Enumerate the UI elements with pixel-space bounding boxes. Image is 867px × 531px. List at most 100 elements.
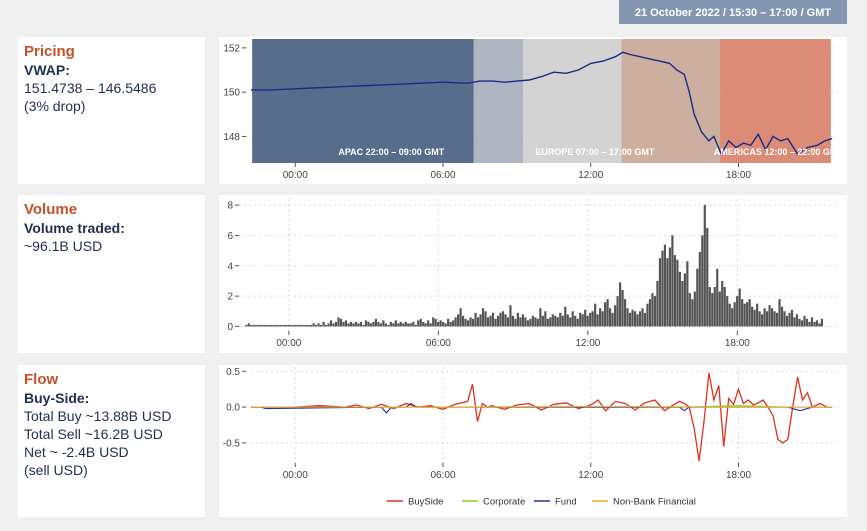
y-tick-label: 0.5 bbox=[226, 367, 240, 378]
volume-bar bbox=[245, 324, 248, 327]
flow-info-panel: Flow Buy-Side: Total Buy ~13.88B USD Tot… bbox=[18, 365, 205, 517]
volume-bar bbox=[561, 315, 564, 327]
volume-bar bbox=[342, 321, 345, 327]
session-label: EUROPE 07:00 – 17:00 GMT bbox=[535, 147, 655, 157]
volume-bar bbox=[534, 317, 537, 327]
volume-bar bbox=[788, 312, 791, 327]
volume-bar bbox=[604, 302, 607, 327]
x-tick-label: 06:00 bbox=[430, 170, 455, 181]
legend-label: BuySide bbox=[408, 497, 443, 508]
volume-bar bbox=[417, 320, 420, 327]
volume-bar bbox=[464, 318, 467, 327]
volume-bar bbox=[756, 303, 759, 327]
volume-bar bbox=[285, 324, 288, 327]
flow-line: Total Buy ~13.88B USD bbox=[24, 408, 172, 424]
volume-bar bbox=[322, 321, 325, 327]
volume-bar bbox=[763, 308, 766, 327]
volume-bar bbox=[529, 318, 532, 327]
volume-bar bbox=[646, 303, 649, 327]
volume-bar bbox=[793, 317, 796, 327]
volume-bar bbox=[638, 311, 642, 327]
volume-bar bbox=[693, 291, 696, 327]
volume-bar bbox=[733, 302, 736, 327]
volume-bar bbox=[255, 324, 258, 327]
session-label: AMERICAS 12:00 – 22:00 GMT bbox=[714, 147, 844, 157]
volume-bar bbox=[564, 306, 567, 327]
date-banner: 21 October 2022 / 15:30 – 17:00 / GMT bbox=[619, 0, 847, 24]
y-tick-label: 4 bbox=[227, 261, 233, 272]
volume-bar bbox=[481, 308, 485, 327]
volume-bar bbox=[795, 314, 799, 327]
volume-subheading: Volume traded: bbox=[24, 220, 125, 236]
volume-bar bbox=[566, 314, 569, 327]
volume-bar bbox=[658, 258, 662, 327]
flow-line: Total Sell ~16.2B USD bbox=[24, 426, 163, 442]
volume-bar bbox=[526, 320, 529, 327]
volume-bar bbox=[678, 271, 681, 327]
volume-bar bbox=[260, 324, 263, 327]
volume-bar bbox=[626, 308, 629, 327]
volume-bar bbox=[514, 318, 517, 327]
volume-bar bbox=[536, 318, 539, 327]
volume-bar bbox=[277, 324, 280, 327]
volume-bar bbox=[613, 305, 617, 327]
y-tick-label: 6 bbox=[227, 231, 233, 242]
volume-bar bbox=[434, 318, 437, 327]
x-tick-label: 18:00 bbox=[725, 338, 750, 349]
volume-bar bbox=[805, 318, 809, 327]
volume-bar bbox=[758, 311, 761, 327]
volume-bar bbox=[539, 308, 542, 327]
volume-bar bbox=[474, 312, 477, 327]
volume-bar bbox=[521, 314, 524, 327]
pricing-line: 151.4738 – 146.5486 bbox=[24, 80, 157, 96]
volume-bar bbox=[247, 323, 250, 327]
session-band bbox=[621, 39, 721, 163]
volume-bar bbox=[499, 312, 502, 327]
volume-bar bbox=[295, 324, 298, 327]
volume-bar bbox=[691, 299, 694, 327]
volume-bar bbox=[726, 296, 729, 327]
pricing-line: (3% drop) bbox=[24, 98, 86, 114]
volume-bar bbox=[661, 250, 664, 327]
volume-bar bbox=[785, 315, 789, 327]
y-tick-label: 148 bbox=[223, 132, 240, 143]
volume-bar bbox=[636, 314, 639, 327]
volume-bar bbox=[422, 321, 425, 327]
volume-bar bbox=[449, 321, 452, 327]
flow-series-line bbox=[250, 402, 833, 414]
volume-bar bbox=[663, 244, 667, 327]
volume-bar bbox=[399, 321, 402, 327]
volume-bar bbox=[579, 312, 582, 327]
volume-bar bbox=[314, 324, 318, 327]
volume-bar bbox=[671, 235, 674, 327]
session-band bbox=[252, 39, 474, 163]
volume-bar bbox=[377, 321, 380, 327]
volume-bar bbox=[424, 323, 427, 327]
volume-bar bbox=[783, 311, 786, 327]
volume-bar bbox=[382, 320, 385, 327]
volume-bar bbox=[300, 324, 303, 327]
volume-bar bbox=[746, 302, 749, 327]
volume-bar bbox=[372, 321, 375, 327]
volume-bar bbox=[429, 323, 432, 327]
vwap-line bbox=[250, 51, 833, 156]
x-tick-label: 00:00 bbox=[276, 338, 301, 349]
volume-bar bbox=[618, 282, 622, 327]
volume-bar bbox=[471, 318, 475, 327]
session-label: APAC 22:00 – 09:00 GMT bbox=[338, 147, 444, 157]
volume-bar bbox=[741, 299, 744, 327]
volume-bar bbox=[703, 205, 706, 327]
volume-chart-panel: 0 2 4 6 8 00:00 06:00 12:00 18:00 bbox=[219, 195, 847, 353]
volume-bar bbox=[357, 323, 360, 327]
legend-label: Corporate bbox=[483, 497, 525, 508]
volume-bar bbox=[516, 312, 520, 327]
volume-bar bbox=[265, 324, 268, 327]
volume-bar bbox=[556, 317, 559, 327]
volume-bar bbox=[412, 321, 415, 327]
volume-bar bbox=[352, 323, 355, 327]
y-tick-label: 152 bbox=[223, 43, 240, 54]
volume-bar bbox=[359, 321, 363, 327]
volume-heading: Volume bbox=[24, 201, 78, 218]
volume-bar bbox=[282, 324, 285, 327]
volume-bar bbox=[591, 311, 594, 327]
